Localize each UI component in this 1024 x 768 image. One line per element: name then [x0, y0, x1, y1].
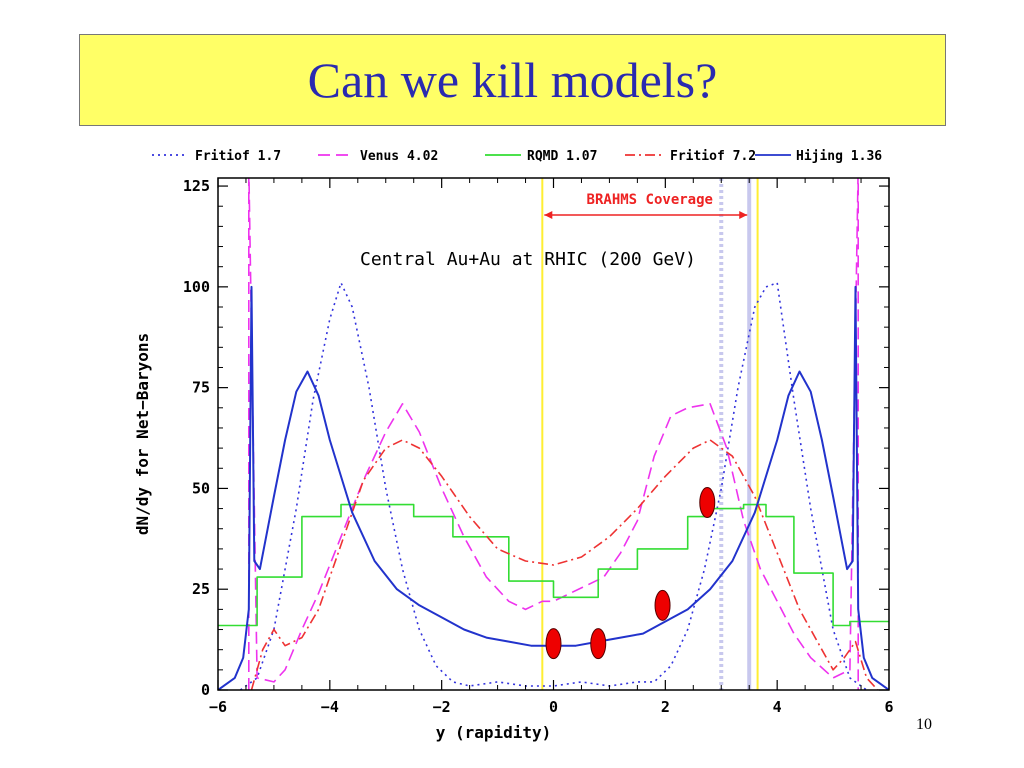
y-tick-label: 0: [201, 681, 210, 699]
y-tick-label: 25: [192, 580, 210, 598]
y-tick-label: 75: [192, 379, 210, 397]
legend-label: Hijing 1.36: [796, 149, 882, 164]
legend-label: Fritiof 7.2: [670, 149, 756, 164]
y-tick-label: 50: [192, 479, 210, 497]
title-banner: Can we kill models?: [79, 34, 946, 126]
data-marker-0: [545, 628, 562, 660]
data-marker-1: [590, 628, 607, 660]
series-line-venus-4-02: [248, 178, 859, 690]
x-tick-label: −6: [209, 698, 227, 716]
y-tick-label: 125: [183, 177, 210, 195]
legend-label: Fritiof 1.7: [195, 149, 281, 164]
series-line-fritiof-7-2: [250, 439, 879, 690]
x-tick-label: −2: [433, 698, 451, 716]
coverage-arrow-head-right: [739, 211, 748, 219]
x-tick-label: 2: [661, 698, 670, 716]
data-marker-3: [699, 487, 716, 519]
y-axis-label: dN/dy for Net−Baryons: [133, 333, 152, 535]
coverage-arrow-head-left: [544, 211, 553, 219]
coverage-label: BRAHMS Coverage: [587, 192, 713, 208]
y-tick-label: 100: [183, 278, 210, 296]
x-axis-label: y (rapidity): [436, 723, 552, 742]
series-line-rqmd-1-07: [218, 503, 889, 627]
x-tick-label: 4: [773, 698, 782, 716]
page-number: 10: [916, 716, 932, 733]
slide-title: Can we kill models?: [307, 52, 718, 108]
x-tick-label: 0: [549, 698, 558, 716]
chart-annotation: Central Au+Au at RHIC (200 GeV): [360, 249, 696, 270]
x-tick-label: 6: [884, 698, 893, 716]
data-marker-2: [654, 589, 671, 621]
legend-label: Venus 4.02: [360, 149, 438, 164]
legend-label: RQMD 1.07: [527, 149, 597, 164]
series-group: [218, 178, 889, 690]
x-tick-label: −4: [321, 698, 339, 716]
